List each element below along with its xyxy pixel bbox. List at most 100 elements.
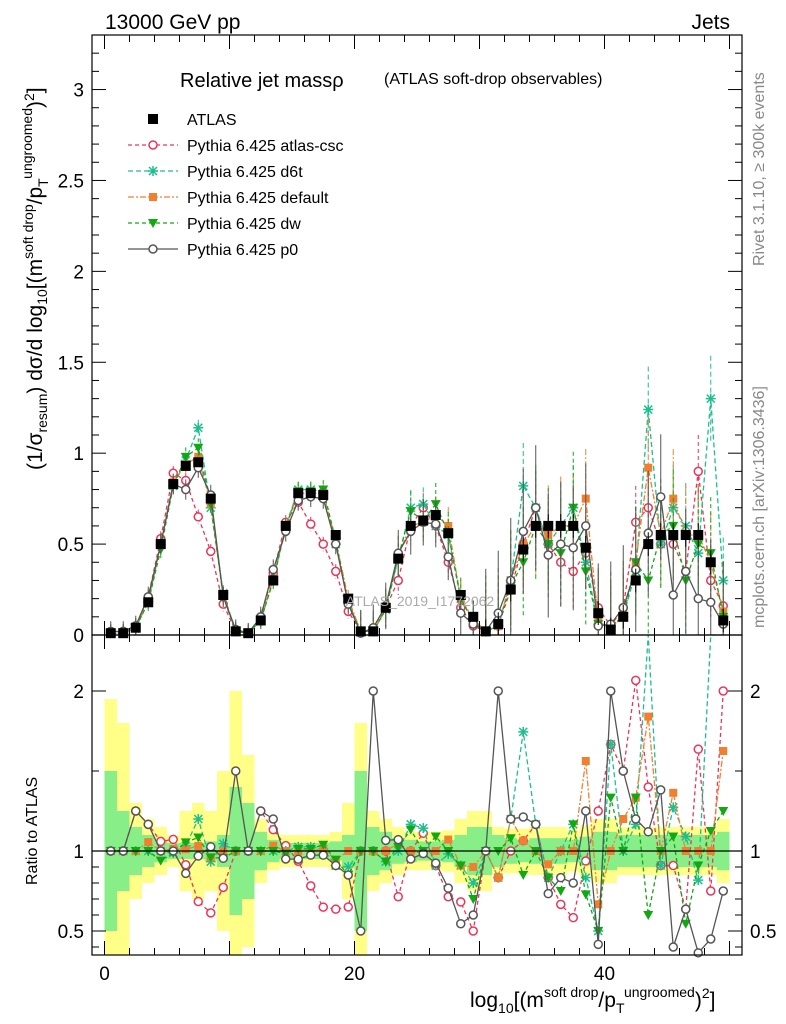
ratio-point — [619, 815, 628, 823]
atlas-data-point — [705, 557, 716, 568]
ratio-point — [606, 686, 616, 696]
ratio-point — [543, 873, 554, 883]
data-point — [193, 512, 203, 522]
ratio-point — [643, 827, 653, 837]
atlas-data-point — [443, 528, 454, 539]
ratio-point — [218, 853, 228, 864]
ratio-point — [468, 895, 479, 904]
ratio-point — [668, 860, 678, 871]
ratio-point — [456, 897, 466, 907]
ratio-point — [580, 890, 591, 900]
ratio-point — [343, 862, 354, 872]
ratio-point — [668, 832, 679, 842]
ratio-point — [318, 902, 328, 912]
ratio-point — [693, 744, 703, 754]
ratio-point — [505, 834, 516, 844]
atlas-data-point — [530, 520, 541, 531]
ratio-point — [393, 891, 403, 902]
data-point — [706, 597, 716, 608]
atlas-data-point — [618, 611, 629, 622]
ratio-point — [706, 934, 716, 944]
legend-marker — [148, 166, 158, 176]
ratio-point — [318, 840, 329, 850]
legend-label: Pythia 6.425 dw — [187, 216, 301, 233]
data-point — [543, 550, 553, 560]
ratio-point — [594, 900, 603, 909]
legend: ATLAS Pythia 6.425 atlas-csc Pythia 6.425 … — [128, 112, 344, 259]
ratio-point — [305, 844, 316, 854]
y-tick-label-top: 2 — [73, 262, 84, 283]
ratio-point — [331, 860, 341, 871]
ratio-point — [368, 686, 378, 696]
ratio-point — [281, 854, 291, 864]
ratio-point — [494, 873, 503, 882]
ratio-point — [206, 908, 216, 918]
atlas-data-point — [718, 615, 729, 626]
atlas-data-point — [543, 520, 554, 531]
y-tick-label-top: 3 — [73, 81, 84, 102]
ratio-point — [293, 854, 303, 864]
data-point — [393, 575, 403, 586]
data-point — [193, 422, 204, 433]
atlas-data-point — [130, 622, 141, 633]
y-tick-label-top: 1.5 — [58, 353, 84, 374]
ratio-tick-label-right: 0.5 — [750, 922, 776, 943]
ratio-point — [131, 806, 141, 816]
ratio-line — [110, 680, 724, 934]
ratio-point — [705, 827, 716, 836]
ratio-point — [268, 814, 278, 824]
data-point — [705, 393, 716, 404]
ratio-point — [443, 883, 453, 893]
legend-marker — [148, 244, 158, 254]
ratio-point — [631, 814, 641, 824]
ratio-point — [206, 841, 216, 852]
ratio-point — [681, 904, 691, 914]
y-axis-title-ratio: Ratio to ATLAS — [24, 777, 41, 885]
ratio-point — [444, 835, 453, 844]
atlas-data-point — [693, 530, 704, 540]
ratio-point — [593, 806, 603, 816]
atlas-data-point — [205, 493, 216, 504]
atlas-data-point — [393, 553, 404, 564]
atlas-data-point — [518, 544, 529, 555]
ratio-point — [718, 886, 728, 896]
atlas-data-point — [193, 457, 204, 468]
atlas-data-point — [655, 530, 666, 540]
data-point — [306, 519, 316, 529]
atlas-data-point — [230, 626, 241, 637]
ratio-point — [418, 823, 429, 834]
main-plot-area — [105, 355, 729, 639]
ratio-point — [181, 845, 190, 854]
ratio-point — [519, 836, 528, 845]
y-tick-label-top: 2.5 — [58, 171, 84, 192]
ratio-point — [693, 948, 703, 958]
ratio-point — [518, 812, 528, 822]
atlas-data-point — [268, 575, 279, 586]
legend-entry: Pythia 6.425 default — [128, 190, 329, 207]
ratio-point — [719, 747, 728, 755]
ratio-point — [331, 904, 341, 914]
ratio-frame — [91, 634, 743, 956]
data-point — [531, 502, 541, 513]
ratio-point — [718, 686, 728, 696]
legend-label: Pythia 6.425 default — [187, 190, 329, 207]
atlas-data-point — [243, 628, 254, 639]
legend-marker — [149, 193, 157, 201]
ratio-point — [256, 806, 266, 816]
ratio-point — [218, 882, 228, 893]
ratio-point — [669, 788, 678, 797]
legend-label: Pythia 6.425 d6t — [187, 164, 303, 181]
data-point — [568, 542, 578, 553]
analysis-watermark: ATLAS_2019_I1772062 — [346, 593, 495, 609]
data-point — [206, 546, 216, 557]
atlas-data-point — [168, 479, 179, 490]
ratio-point — [568, 878, 578, 888]
ratio-point — [168, 834, 178, 845]
atlas-data-point — [143, 597, 154, 608]
atlas-data-point — [630, 575, 641, 586]
data-point — [443, 552, 453, 562]
ratio-tick-label-left: 2 — [73, 682, 84, 703]
atlas-data-point — [255, 615, 266, 626]
legend-marker — [148, 114, 158, 124]
